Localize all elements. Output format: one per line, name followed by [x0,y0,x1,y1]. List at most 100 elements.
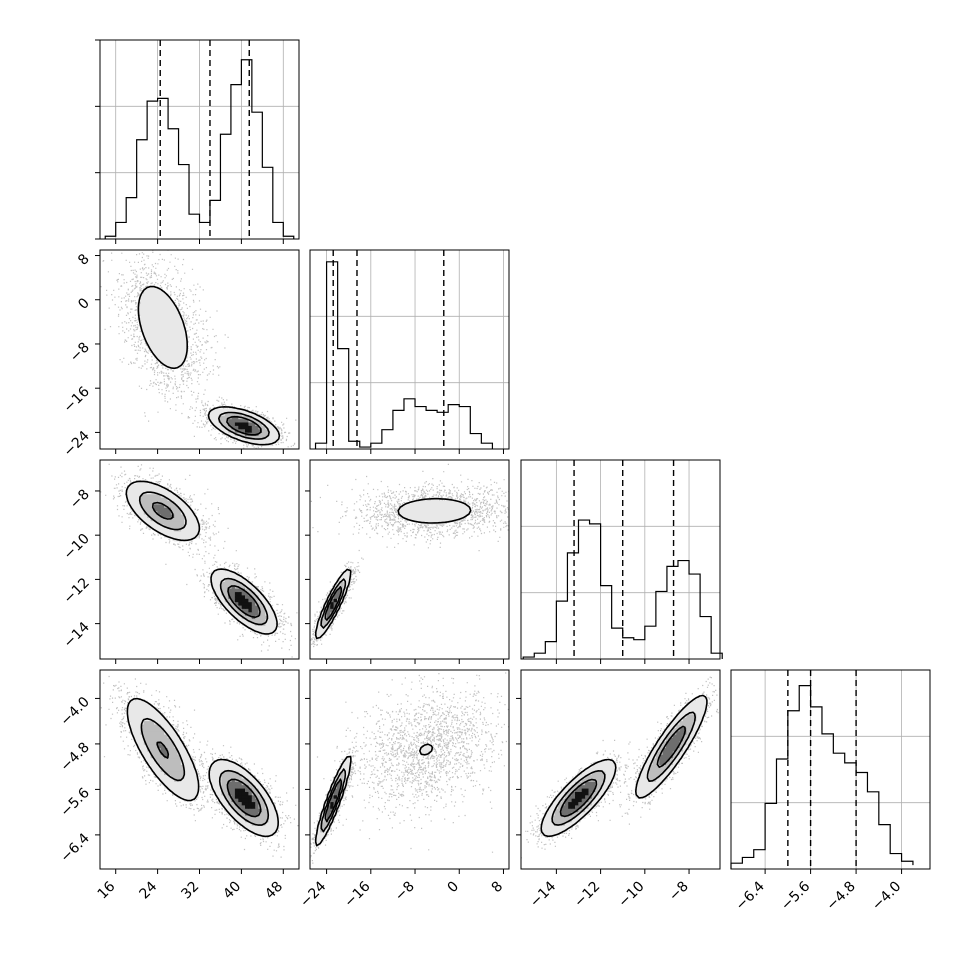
density-cell [682,710,687,715]
density-cell [595,767,600,772]
density-cell [234,784,239,789]
density-cell [655,777,660,782]
density-cell [160,344,165,349]
density-cell [191,791,195,796]
density-cell [170,317,175,322]
density-cell [411,503,416,508]
density-cell [150,510,155,515]
density-cell [147,720,152,725]
density-cell [598,784,603,789]
density-cell [248,608,253,613]
density-cell [140,293,145,298]
density-cell [191,771,195,776]
density-cell [170,744,175,749]
density-cell [150,347,155,352]
density-cell [228,791,233,796]
density-cell [417,517,422,522]
density-cell [231,594,236,599]
density-cell [154,487,158,491]
density-cell [214,408,219,413]
density-cell [699,700,704,705]
density-cell [444,510,449,515]
contour-line [324,586,343,621]
density-cell [241,605,246,609]
density-cell [326,804,331,809]
density-cell [245,621,249,626]
density-cell [157,737,162,742]
density-cell [241,581,246,586]
density-cell [160,297,165,302]
density-cell [150,310,155,315]
density-cell [150,334,155,339]
density-cell [241,584,246,589]
density-cell [211,764,216,769]
density-cell [174,314,179,318]
density-cell [245,788,249,792]
density-cell [140,314,145,318]
density-cell [133,487,138,491]
density-cell [652,750,657,755]
density-cell [150,320,155,325]
density-cell [187,761,192,765]
density-cell [238,425,243,430]
density-cell [160,334,165,339]
density-cell [170,517,175,522]
density-cell [255,781,260,786]
density-cell [167,493,172,498]
density-cell [231,598,236,603]
density-cell [234,594,239,599]
density-cell [554,808,559,813]
density-cell [187,514,192,518]
density-cell [551,825,556,830]
density-cell [316,632,321,636]
panel-background [310,460,509,659]
density-cell [591,767,596,772]
density-cell [167,781,172,786]
density-cell [177,357,182,362]
density-cell [608,771,613,776]
density-cell [231,428,236,433]
density-cell [689,734,694,738]
density-cell [581,771,586,776]
density-cell [248,591,253,596]
density-cell [228,588,233,593]
contour-line [559,725,686,818]
density-cell [147,757,152,762]
density-cell [140,490,145,495]
density-cell [133,737,138,742]
panel-background [310,250,509,449]
density-cell [170,530,175,535]
density-cell [268,435,273,440]
density-cell [154,337,158,342]
density-cell [343,761,348,765]
density-cell [150,737,155,742]
density-cell [221,584,226,589]
density-cell [448,510,453,515]
density-cell [642,781,647,786]
density-cell [689,720,694,725]
density-cell [187,534,192,539]
density-cell [218,764,222,769]
density-cell [444,500,449,505]
density-cell [154,730,158,735]
density-cell [143,327,148,332]
density-cell [601,767,606,772]
density-cell [211,777,216,782]
density-cell [231,801,236,806]
density-cell [337,788,341,792]
density-cell [268,425,273,430]
density-cell [465,510,470,515]
density-cell [180,503,185,508]
density-cell [261,418,266,423]
density-cell [679,734,684,738]
density-cell [251,438,256,443]
density-cell [174,354,179,359]
density-cell [154,747,158,752]
density-cell [696,703,701,708]
density-cell [323,621,328,626]
density-cell [157,507,162,512]
density-cell [221,761,226,765]
density-cell [575,815,579,819]
density-cell [150,287,155,291]
density-cell [316,625,321,630]
